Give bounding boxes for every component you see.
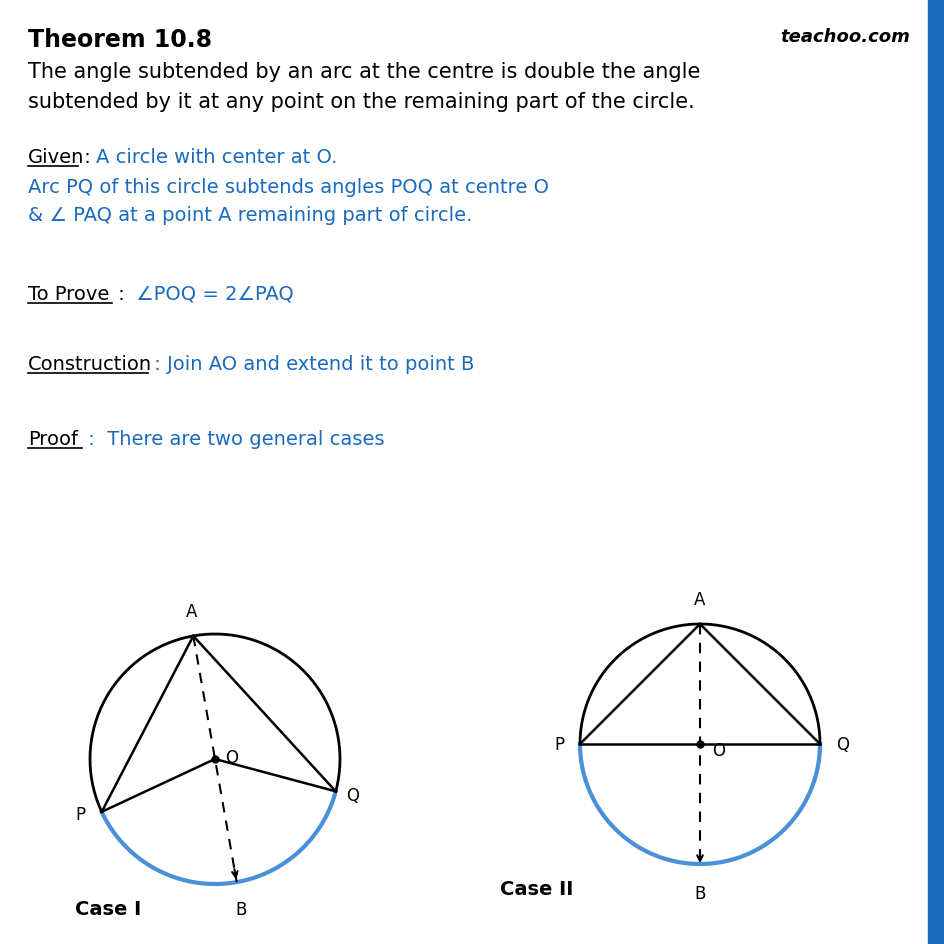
Text: Given: Given — [28, 148, 84, 167]
Text: P: P — [76, 805, 86, 823]
Text: B: B — [235, 901, 246, 919]
Text: A circle with center at O.: A circle with center at O. — [96, 148, 337, 167]
Text: Case II: Case II — [499, 879, 573, 898]
Text: Proof: Proof — [28, 430, 78, 448]
Text: :: : — [78, 148, 97, 167]
Text: : Join AO and extend it to point B: : Join AO and extend it to point B — [148, 355, 474, 374]
Text: subtended by it at any point on the remaining part of the circle.: subtended by it at any point on the rema… — [28, 92, 694, 112]
Text: B: B — [694, 885, 705, 902]
Text: :  There are two general cases: : There are two general cases — [82, 430, 384, 448]
Text: O: O — [225, 749, 238, 767]
Text: :: : — [112, 285, 131, 304]
Text: teachoo.com: teachoo.com — [780, 28, 909, 46]
Text: To Prove: To Prove — [28, 285, 110, 304]
Text: P: P — [553, 735, 564, 753]
Text: The angle subtended by an arc at the centre is double the angle: The angle subtended by an arc at the cen… — [28, 62, 700, 82]
Text: Case I: Case I — [75, 899, 141, 918]
Text: Q: Q — [346, 786, 359, 804]
Text: A: A — [185, 602, 196, 620]
Text: A: A — [694, 590, 705, 608]
Text: Arc PQ of this circle subtends angles POQ at centre O: Arc PQ of this circle subtends angles PO… — [28, 177, 548, 196]
Text: Construction: Construction — [28, 355, 152, 374]
Bar — [927, 0, 944, 944]
Text: O: O — [711, 741, 724, 759]
Text: & ∠ PAQ at a point A remaining part of circle.: & ∠ PAQ at a point A remaining part of c… — [28, 206, 472, 225]
Text: Theorem 10.8: Theorem 10.8 — [28, 28, 211, 52]
Text: Q: Q — [835, 735, 848, 753]
Text: ∠POQ = 2∠PAQ: ∠POQ = 2∠PAQ — [130, 285, 294, 304]
